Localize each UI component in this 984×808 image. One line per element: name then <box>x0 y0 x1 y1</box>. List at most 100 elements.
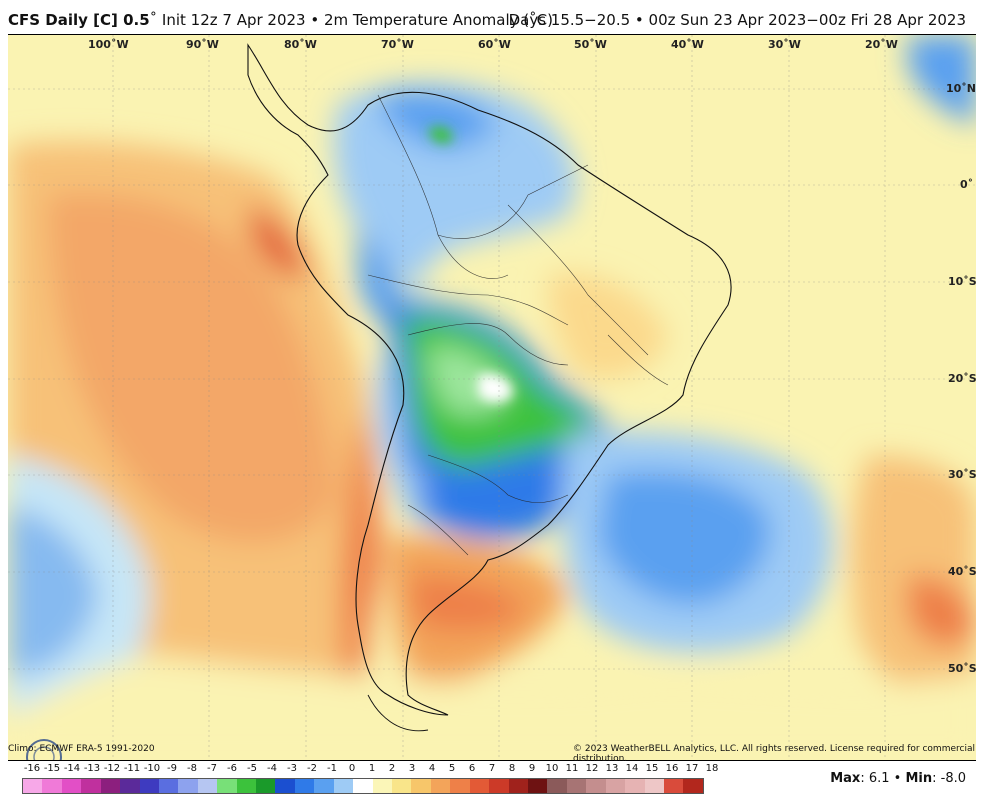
max-value: 6.1 <box>868 771 890 786</box>
colorbar-tick-label: -8 <box>187 763 197 774</box>
colorbar-tick-label: 13 <box>605 763 619 774</box>
lat-label: 20˚S <box>948 372 976 385</box>
graticule <box>8 35 976 760</box>
colorbar-swatch <box>663 779 684 793</box>
min-value: -8.0 <box>940 771 966 786</box>
lon-label: 40˚W <box>671 38 704 51</box>
colorbar-tick-label: -10 <box>143 763 161 774</box>
colorbar-ticks: -16 -15 -14 -13 -12 -11 -10 -9 -8 -7 -6 -5 -4 -3 -2 -1 0… <box>16 763 719 777</box>
lat-label: 10˚S <box>948 275 976 288</box>
colorbar-tick-label: 3 <box>408 763 416 774</box>
country-borders <box>367 94 669 556</box>
climo-credit: Climo: ECMWF ERA-5 1991-2020 <box>8 744 155 754</box>
lon-label: 50˚W <box>574 38 607 51</box>
lon-label: 30˚W <box>768 38 801 51</box>
colorbar-swatch <box>489 779 509 793</box>
colorbar-swatch <box>256 779 276 793</box>
colorbar-swatch <box>683 779 703 793</box>
colorbar-swatch <box>605 779 626 793</box>
colorbar-swatch <box>566 779 587 793</box>
colorbar-swatch <box>411 779 431 793</box>
colorbar-swatch <box>23 779 43 793</box>
init-info: ˚ Init 12z 7 Apr 2023 • 2m Temperature A… <box>149 11 553 29</box>
colorbar-tick-label: 18 <box>705 763 719 774</box>
model-name: CFS Daily [C] 0.5 <box>8 11 150 29</box>
colorbar-tick-label: 2 <box>388 763 396 774</box>
lon-label: 80˚W <box>284 38 317 51</box>
colorbar-tick-label: 10 <box>545 763 559 774</box>
colorbar-tick-label: 12 <box>585 763 599 774</box>
copyright-credit: © 2023 WeatherBELL Analytics, LLC. All r… <box>573 744 975 764</box>
lon-label: 20˚W <box>865 38 898 51</box>
colorbar-tick-label: -9 <box>167 763 177 774</box>
colorbar-tick-label: -6 <box>227 763 237 774</box>
colorbar-tick-label: -14 <box>63 763 81 774</box>
colorbar-swatch <box>158 779 179 793</box>
max-min-readout: Max: 6.1 • Min: -8.0 <box>830 771 966 786</box>
colorbar-tick-label: 16 <box>665 763 679 774</box>
colorbar-tick-label: 6 <box>468 763 476 774</box>
lat-label: 50˚S <box>948 662 976 675</box>
weatherbell-logo <box>26 739 62 760</box>
lon-label: 60˚W <box>478 38 511 51</box>
colorbar-tick-label: -12 <box>103 763 121 774</box>
colorbar-swatch <box>450 779 470 793</box>
colorbar-swatch <box>547 779 567 793</box>
colorbar-tick-label: -2 <box>307 763 317 774</box>
colorbar-swatch <box>61 779 82 793</box>
colorbar-tick-label: -16 <box>23 763 41 774</box>
colorbar-swatch <box>508 779 528 793</box>
colorbar-swatch <box>139 779 159 793</box>
colorbar-tick-label: 8 <box>508 763 516 774</box>
colorbar-swatch <box>236 779 257 793</box>
max-label: Max <box>830 771 861 786</box>
lon-label: 70˚W <box>381 38 414 51</box>
colorbar-swatch <box>644 779 664 793</box>
colorbar-tick-label: -7 <box>207 763 217 774</box>
colorbar-swatch <box>120 779 140 793</box>
colorbar-tick-label: -3 <box>287 763 297 774</box>
colorbar-tick-label: 5 <box>448 763 456 774</box>
colorbar-tick-label: -13 <box>83 763 101 774</box>
colorbar-tick-label: 15 <box>645 763 659 774</box>
header-bar: CFS Daily [C] 0.5˚ Init 12z 7 Apr 2023 •… <box>0 0 984 34</box>
colorbar-swatch <box>42 779 62 793</box>
colorbar-swatch <box>333 779 354 793</box>
colorbar-tick-label: -1 <box>327 763 337 774</box>
colorbar-swatch <box>625 779 645 793</box>
colorbar-swatch <box>100 779 121 793</box>
colorbar-swatch <box>392 779 412 793</box>
colorbar-tick-label: -5 <box>247 763 257 774</box>
lat-label: 30˚S <box>948 468 976 481</box>
colorbar-swatch <box>372 779 393 793</box>
colorbar <box>22 778 704 794</box>
south-america-coastline <box>247 43 732 716</box>
colorbar-swatch <box>430 779 451 793</box>
colorbar-tick-label: -15 <box>43 763 61 774</box>
colorbar-swatch <box>217 779 237 793</box>
lon-label: 90˚W <box>186 38 219 51</box>
colorbar-tick-label: 11 <box>565 763 579 774</box>
colorbar-swatch <box>314 779 334 793</box>
colorbar-tick-label: 4 <box>428 763 436 774</box>
colorbar-tick-label: -4 <box>267 763 277 774</box>
lat-label: 0˚ <box>960 178 974 191</box>
colorbar-swatch <box>586 779 606 793</box>
colorbar-swatch <box>294 779 315 793</box>
colorbar-swatch <box>527 779 548 793</box>
colorbar-swatch <box>353 779 373 793</box>
colorbar-tick-label: 17 <box>685 763 699 774</box>
lon-label: 100˚W <box>88 38 129 51</box>
map-title: CFS Daily [C] 0.5˚ Init 12z 7 Apr 2023 •… <box>8 11 553 29</box>
lat-label: 40˚S <box>948 565 976 578</box>
colorbar-tick-label: 14 <box>625 763 639 774</box>
colorbar-swatch <box>197 779 218 793</box>
valid-period: Days 15.5−20.5 • 00z Sun 23 Apr 2023−00z… <box>508 11 966 29</box>
colorbar-tick-label: 7 <box>488 763 496 774</box>
colorbar-swatch <box>81 779 101 793</box>
colorbar-tick-label: 9 <box>528 763 536 774</box>
colorbar-swatch <box>275 779 295 793</box>
colorbar-swatch <box>469 779 490 793</box>
min-label: Min <box>905 771 933 786</box>
anomaly-map[interactable]: 100˚W 90˚W 80˚W 70˚W 60˚W 50˚W 40˚W 30˚W… <box>8 34 976 761</box>
